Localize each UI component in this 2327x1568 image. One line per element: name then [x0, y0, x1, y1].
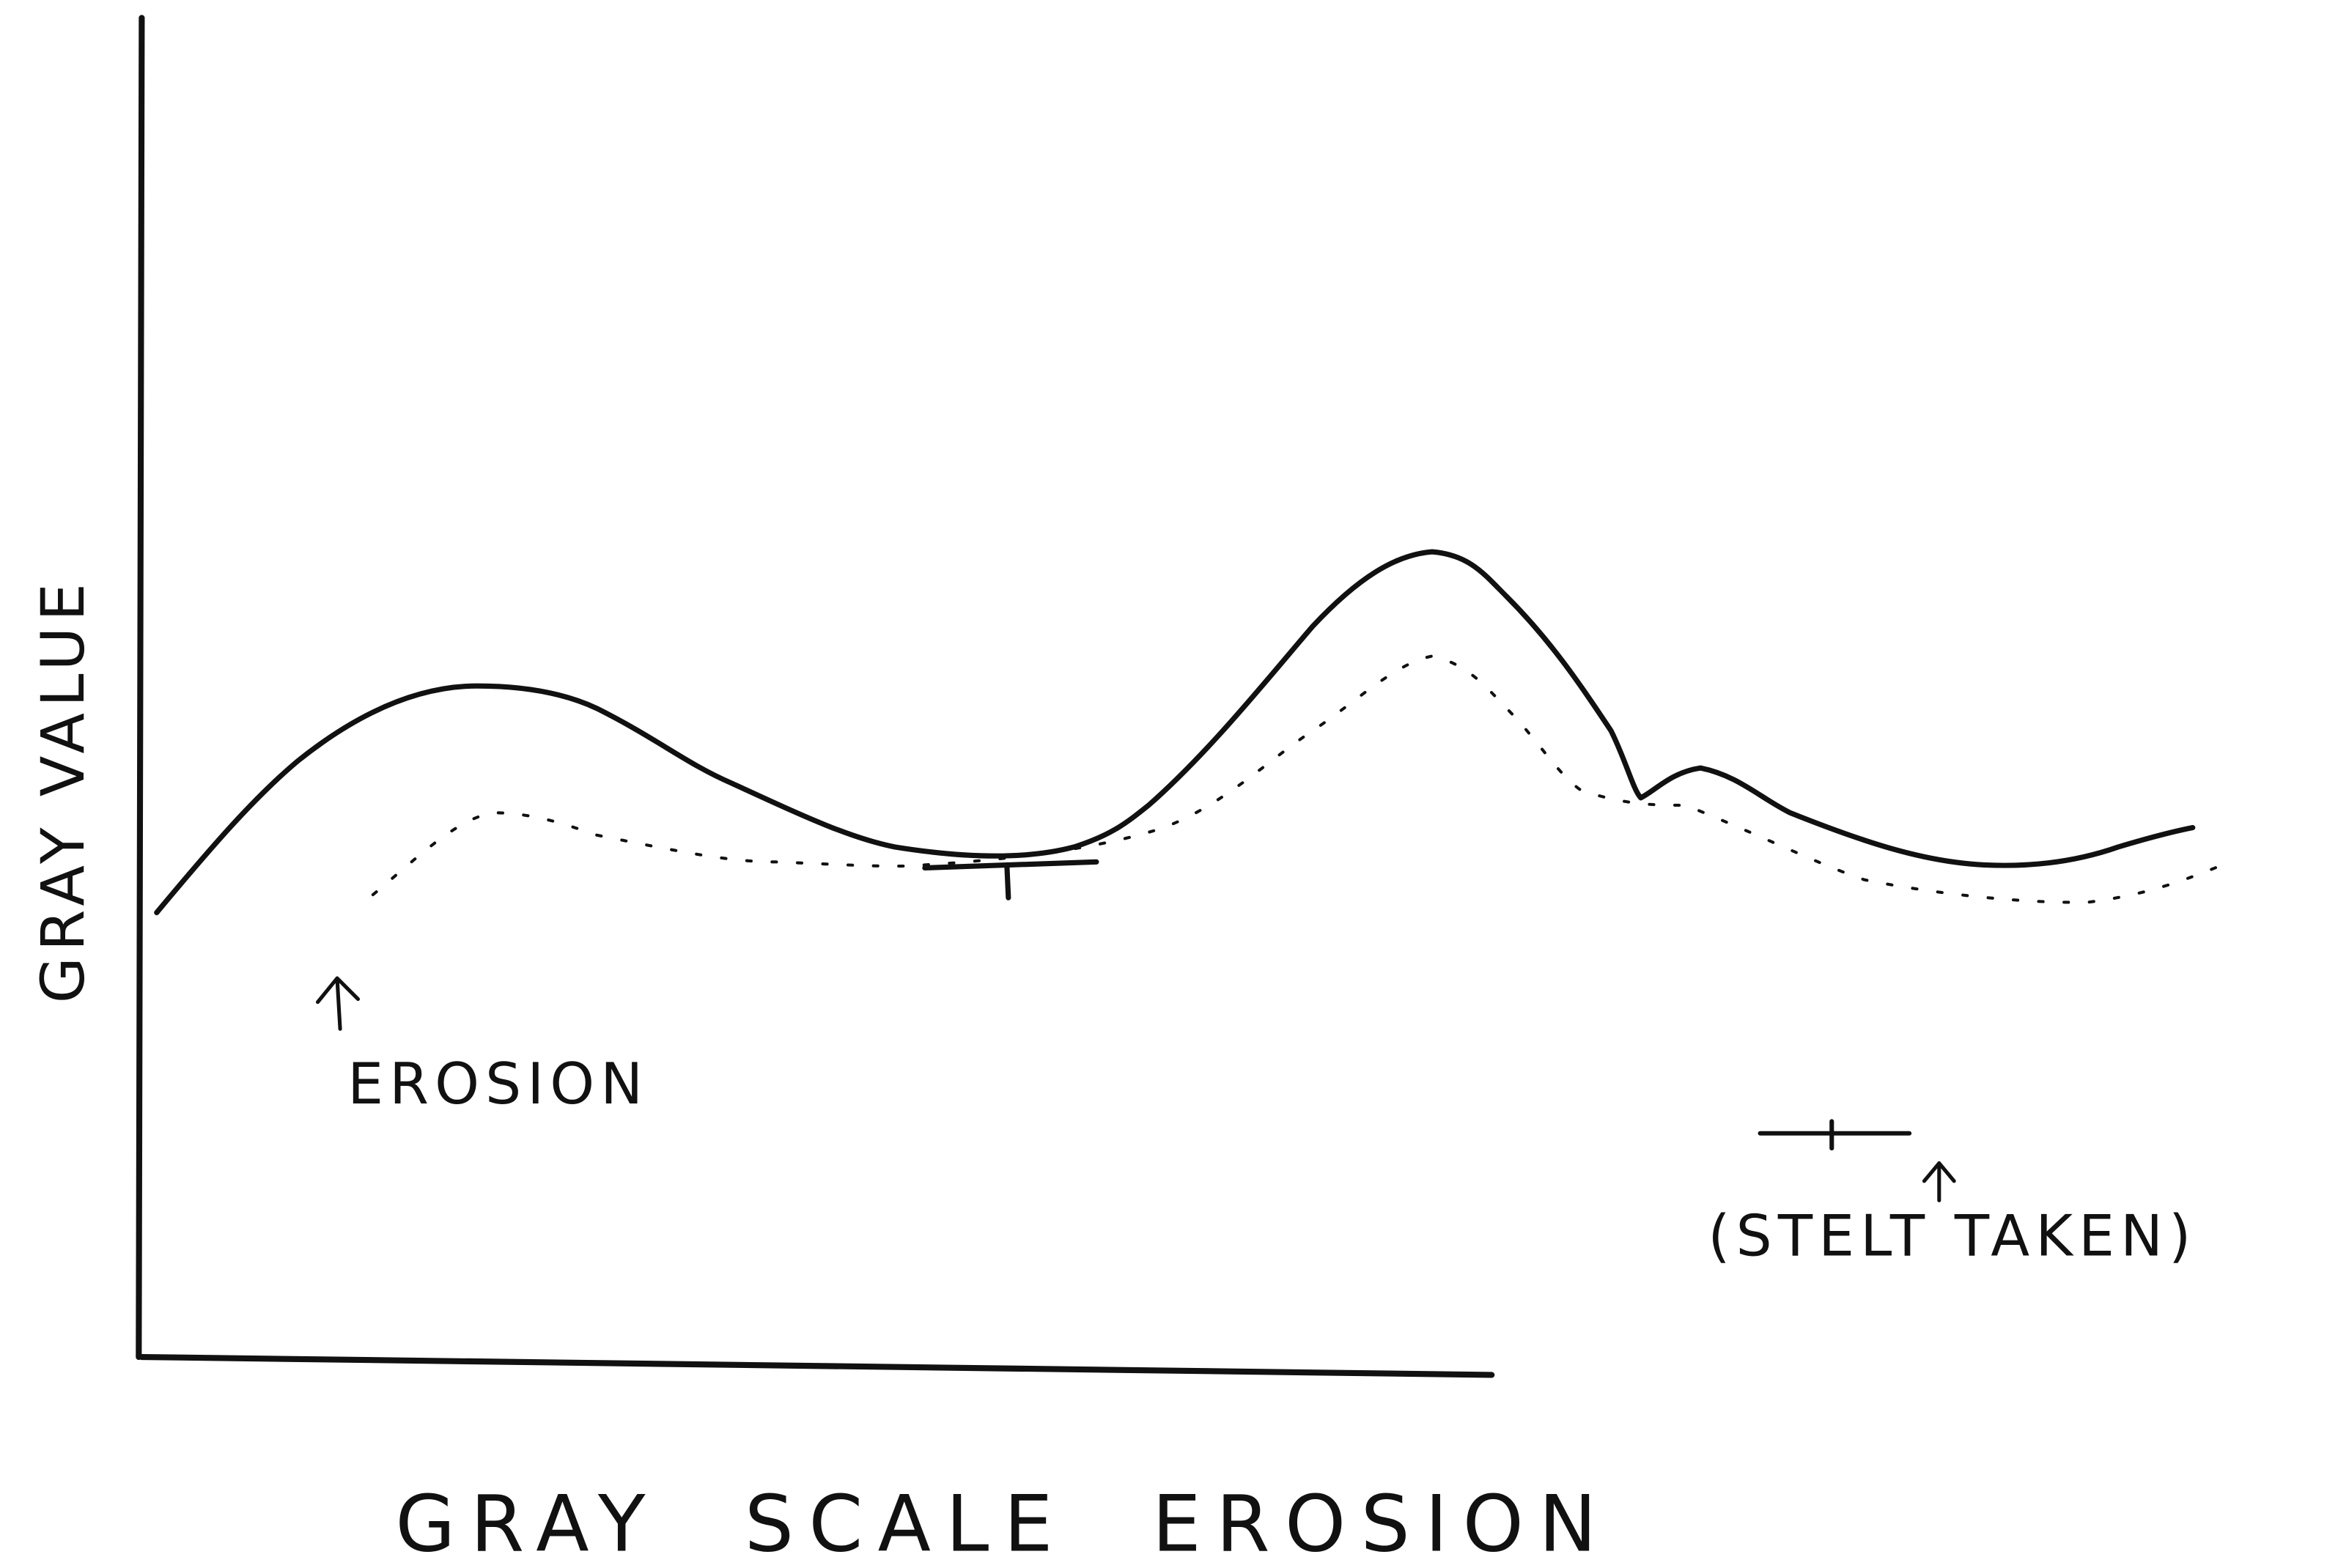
paper [0, 0, 2327, 1568]
y-axis-label: GRAY VALUE [29, 577, 98, 1003]
step-label: (STELT TAKEN) [1708, 1204, 2197, 1270]
title: GRAY SCALE EROSION [395, 1479, 1611, 1568]
erosion-label: EROSION [347, 1051, 649, 1117]
y-axis [139, 18, 141, 1357]
sketch: GRAY VALUE EROSION (STELT TAKEN) GRAY SC… [0, 0, 2327, 1568]
